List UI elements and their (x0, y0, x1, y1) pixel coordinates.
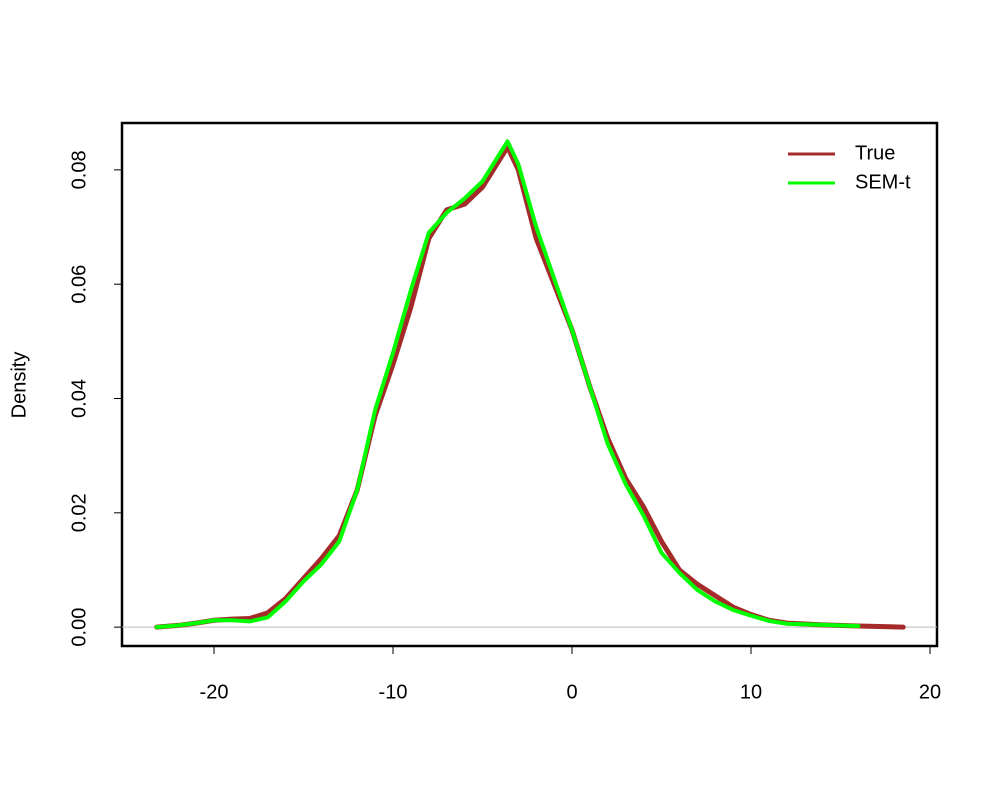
x-tick-label: -20 (200, 681, 229, 703)
density-line (154, 144, 906, 630)
x-tick-label: 0 (566, 681, 577, 703)
x-tick-label: 10 (740, 681, 762, 703)
x-tick-label: 20 (919, 681, 941, 703)
y-tick-label: 0.02 (68, 493, 90, 532)
x-tick-label: -10 (379, 681, 408, 703)
legend-label: SEM-t (855, 171, 911, 193)
y-tick-label: 0.04 (68, 379, 90, 418)
legend-label: True (855, 142, 895, 164)
density-line (154, 139, 861, 630)
y-axis-label: Density (8, 352, 30, 419)
y-tick-label: 0.06 (68, 265, 90, 304)
plot-frame (120, 121, 939, 648)
y-tick-label: 0.00 (68, 608, 90, 647)
y-tick-label: 0.08 (68, 150, 90, 189)
